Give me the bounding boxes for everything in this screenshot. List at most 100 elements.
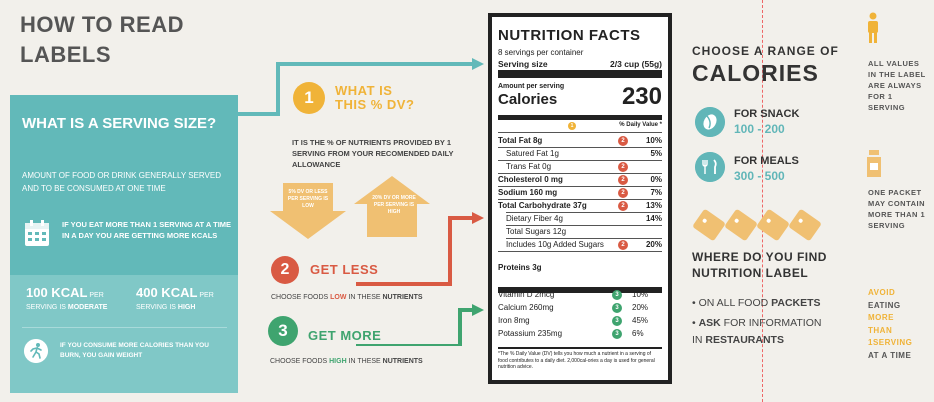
snack-label: FOR SNACK — [734, 108, 800, 120]
serving-tip: IF YOU EAT MORE THAN 1 SERVING AT A TIME… — [62, 220, 232, 240]
range-calories: CALORIES — [692, 60, 819, 86]
range-heading: CHOOSE A RANGE OF — [692, 44, 839, 58]
serving-stats: 100 KCAL PER SERVING IS MODERATE 400 KCA… — [10, 275, 238, 393]
serving-size-panel: WHAT IS A SERVING SIZE? AMOUNT OF FOOD O… — [10, 95, 238, 393]
dv-header: % Daily Value * — [619, 122, 662, 128]
nutrient-row: Dietary Fiber 4g 14% — [498, 214, 662, 223]
vitamin-dv: 6% — [632, 329, 644, 338]
find-item1-bold: PACKETS — [771, 297, 821, 309]
nutrient-row: Includes 10g Added Sugars 2 20% — [498, 240, 662, 250]
person-icon — [868, 12, 878, 43]
vitamin-label: Iron 8mg — [498, 316, 530, 325]
nutrient-dv: 13% — [645, 201, 662, 210]
nutrient-dv: 20% — [645, 240, 662, 249]
step-1-badge: 1 — [293, 82, 325, 114]
nutrient-row: Total Carbohydrate 37g 2 13% — [498, 201, 662, 211]
avoid-line5: 1SERVING — [868, 338, 913, 347]
nutrient-label: Satured Fat 1g — [506, 149, 559, 158]
nutrient-row: Proteins 3g — [498, 263, 662, 272]
step-3-badge: 3 — [268, 316, 298, 346]
nf-medium-rule — [498, 115, 662, 120]
calories-label: Calories — [498, 91, 558, 108]
nf-thick-rule-2 — [498, 287, 662, 293]
nutrient-row: Cholesterol 0 mg 2 0% — [498, 175, 662, 185]
snack-value: 100 - 200 — [734, 122, 785, 136]
nf-title: NUTRITION FACTS — [498, 27, 641, 44]
nutrient-dv: 14% — [645, 214, 662, 223]
nutrient-label: Proteins 3g — [498, 263, 542, 272]
divider — [22, 327, 227, 328]
nutrient-label: Total Sugars 12g — [506, 227, 567, 236]
meal-value: 300 - 500 — [734, 169, 785, 183]
less-mid: IN THESE — [346, 294, 383, 301]
vitamin-label: Vitamin D 2mcg — [498, 290, 555, 299]
moderate-stat: 100 KCAL PER SERVING IS MODERATE — [26, 286, 108, 314]
connector-arrows — [238, 58, 484, 346]
dv-title-line1: WHAT IS — [335, 83, 393, 98]
high-stat: 400 KCAL PER SERVING IS HIGH — [136, 286, 214, 314]
divider — [498, 173, 662, 174]
packet-icon — [867, 150, 881, 177]
vitamin-row: Calcium 260mg 3 20% — [498, 303, 662, 313]
price-tag-icon — [724, 208, 758, 242]
serving-heading: WHAT IS A SERVING SIZE? — [22, 115, 217, 132]
find-list: • ON ALL FOOD PACKETS • ASK FOR INFORMAT… — [692, 295, 821, 349]
bean-icon — [695, 107, 725, 137]
more-bold: NUTRIENTS — [382, 358, 423, 365]
nutrient-dv: 0% — [650, 175, 662, 184]
low-arrow-icon — [270, 183, 346, 239]
step-2-badge: 2 — [271, 256, 299, 284]
nf-footnote: *The % Daily Value (DV) tells you how mu… — [498, 351, 655, 370]
find-item2-rest: FOR INFORMATION — [720, 317, 822, 329]
find-item2-bold: ASK — [698, 317, 721, 329]
serving-size-value: 2/3 cup (55g) — [610, 59, 662, 69]
vitamin-dv: 10% — [632, 290, 649, 299]
less-prefix: CHOOSE FOODS — [271, 294, 331, 301]
vitamin-row: Iron 8mg 3 45% — [498, 316, 662, 326]
divider — [506, 225, 662, 226]
divider — [498, 160, 662, 161]
nutrition-facts-label: NUTRITION FACTS 8 servings per container… — [488, 13, 672, 384]
page-title: HOW TO READ LABELS — [20, 12, 184, 67]
dv-title-line2: THIS % DV? — [335, 97, 415, 112]
vitamin-label: Potassium 235mg — [498, 329, 563, 338]
stat1-prefix: SERVING IS — [26, 304, 68, 311]
find-item2-line2-bold: RESTAURANTS — [705, 334, 784, 346]
nf-servings: 8 servings per container — [498, 48, 584, 57]
vitamin-badge: 3 — [612, 329, 622, 339]
running-icon — [24, 339, 48, 363]
nutrient-dv: 10% — [645, 136, 662, 145]
nutrient-row: Satured Fat 1g 5% — [498, 149, 662, 158]
nutrient-dv: 5% — [650, 149, 662, 158]
divider — [506, 212, 662, 213]
nutrient-badge: 2 — [618, 175, 628, 185]
stat1-level: MODERATE — [67, 304, 108, 311]
high-threshold-label: 20% DV OR MORE PER SERVING IS HIGH — [372, 195, 416, 215]
less-bold: NUTRIENTS — [382, 294, 423, 301]
divider — [498, 147, 662, 148]
avoid-line3: MORE — [868, 313, 894, 322]
more-mid: IN THESE — [346, 358, 383, 365]
meal-label: FOR MEALS — [734, 155, 799, 167]
nutrient-row: Total Sugars 12g — [498, 227, 662, 236]
find-heading-line1: WHERE DO YOU FIND — [692, 250, 827, 264]
serving-size-label: Serving size — [498, 59, 548, 69]
vitamin-badge: 3 — [612, 316, 622, 326]
find-heading: WHERE DO YOU FIND NUTRITION LABEL — [692, 249, 827, 281]
divider — [498, 347, 662, 349]
nutrient-label: Sodium 160 mg — [498, 188, 558, 197]
stat1-per: PER — [89, 292, 104, 299]
nutrient-label: Trans Fat 0g — [506, 162, 552, 171]
vitamin-badge: 3 — [612, 303, 622, 313]
avoid-note: AVOID EATING MORE THAN 1SERVING AT A TIM… — [868, 287, 928, 362]
vitamin-label: Calcium 260mg — [498, 303, 554, 312]
stat2-prefix: SERVING IS — [136, 304, 178, 311]
nutrient-label: Includes 10g Added Sugars — [506, 240, 604, 249]
dv-header-row: 1 % Daily Value * — [498, 122, 662, 130]
nutrient-badge: 2 — [618, 162, 628, 172]
get-less-text: CHOOSE FOODS LOW IN THESE NUTRIENTS — [271, 292, 423, 303]
divider — [498, 186, 662, 187]
nutrient-label: Cholesterol 0 mg — [498, 175, 563, 184]
less-highlight: LOW — [330, 294, 347, 301]
more-prefix: CHOOSE FOODS — [270, 358, 330, 365]
